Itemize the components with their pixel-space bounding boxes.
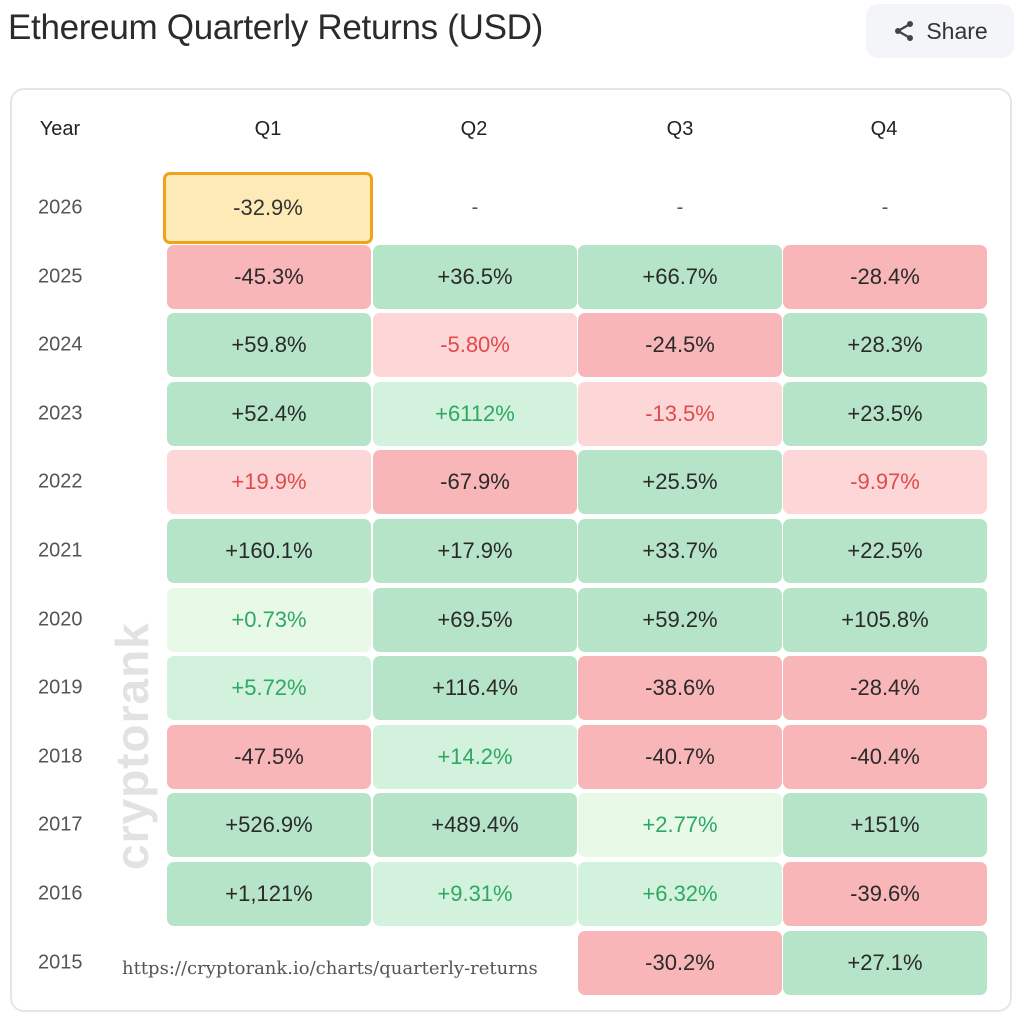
return-cell[interactable]: +5.72% <box>167 656 371 721</box>
year-label: 2022 <box>38 470 83 493</box>
empty-cell: - <box>471 196 479 219</box>
return-cell[interactable]: +59.8% <box>167 313 371 378</box>
return-cell[interactable]: +489.4% <box>373 793 577 858</box>
return-cell[interactable]: +28.3% <box>783 313 987 378</box>
year-label: 2019 <box>38 676 83 699</box>
return-cell[interactable]: -28.4% <box>783 244 987 309</box>
return-cell[interactable]: -5.80% <box>373 313 577 378</box>
return-cell[interactable]: -32.9% <box>163 172 373 244</box>
return-cell[interactable]: +105.8% <box>783 587 987 652</box>
return-cell[interactable]: -45.3% <box>167 244 371 309</box>
year-label: 2015 <box>38 951 83 974</box>
return-cell[interactable]: +59.2% <box>578 587 782 652</box>
return-cell[interactable]: +2.77% <box>578 793 782 858</box>
return-cell[interactable]: +151% <box>783 793 987 858</box>
year-label: 2016 <box>38 882 83 905</box>
return-cell[interactable]: +36.5% <box>373 244 577 309</box>
year-label: 2021 <box>38 539 83 562</box>
return-cell[interactable]: -47.5% <box>167 724 371 789</box>
column-header-q3: Q3 <box>666 118 694 140</box>
share-label: Share <box>926 17 988 44</box>
return-cell[interactable]: -30.2% <box>578 930 782 995</box>
return-cell[interactable]: +66.7% <box>578 244 782 309</box>
return-cell[interactable]: +27.1% <box>783 930 987 995</box>
return-cell[interactable]: -40.7% <box>578 724 782 789</box>
return-cell[interactable]: +17.9% <box>373 519 577 583</box>
return-cell[interactable]: +52.4% <box>167 381 371 446</box>
return-cell[interactable]: -38.6% <box>578 656 782 721</box>
return-cell[interactable]: +9.31% <box>373 862 577 926</box>
return-cell[interactable]: +116.4% <box>373 656 577 721</box>
share-button[interactable]: Share <box>866 4 1014 58</box>
return-cell[interactable]: +23.5% <box>783 381 987 446</box>
return-cell[interactable]: -67.9% <box>373 450 577 515</box>
year-label: 2026 <box>38 196 83 219</box>
return-cell[interactable]: -13.5% <box>578 381 782 446</box>
return-cell[interactable]: +6112% <box>373 381 577 446</box>
year-label: 2024 <box>38 333 83 356</box>
year-label: 2017 <box>38 813 83 836</box>
year-label: 2020 <box>38 608 83 631</box>
return-cell[interactable]: +25.5% <box>578 450 782 515</box>
source-url: https://cryptorank.io/charts/quarterly-r… <box>122 958 538 979</box>
return-cell[interactable]: +19.9% <box>167 450 371 515</box>
return-cell[interactable]: +22.5% <box>783 519 987 583</box>
column-header-q2: Q2 <box>460 118 488 140</box>
return-cell[interactable]: +14.2% <box>373 724 577 789</box>
watermark-logo: cryptorank <box>106 622 158 870</box>
column-header-year: Year <box>39 118 81 140</box>
empty-cell: - <box>676 196 684 219</box>
share-icon <box>895 21 914 41</box>
year-label: 2023 <box>38 402 83 425</box>
page-title: Ethereum Quarterly Returns (USD) <box>8 8 544 47</box>
return-cell[interactable]: -9.97% <box>783 450 987 515</box>
return-cell[interactable]: -28.4% <box>783 656 987 721</box>
column-header-q1: Q1 <box>254 118 282 140</box>
return-cell[interactable]: +160.1% <box>167 519 371 583</box>
column-header-q4: Q4 <box>870 118 898 140</box>
return-cell[interactable]: -39.6% <box>783 862 987 926</box>
return-cell[interactable]: +1,121% <box>167 862 371 926</box>
empty-cell: - <box>881 196 889 219</box>
return-cell[interactable]: -24.5% <box>578 313 782 378</box>
return-cell[interactable]: +6.32% <box>578 862 782 926</box>
return-cell[interactable]: -40.4% <box>783 724 987 789</box>
return-cell[interactable]: +69.5% <box>373 587 577 652</box>
year-label: 2018 <box>38 745 83 768</box>
return-cell[interactable]: +526.9% <box>167 793 371 858</box>
return-cell[interactable]: +33.7% <box>578 519 782 583</box>
year-label: 2025 <box>38 265 83 288</box>
return-cell[interactable]: +0.73% <box>167 587 371 652</box>
